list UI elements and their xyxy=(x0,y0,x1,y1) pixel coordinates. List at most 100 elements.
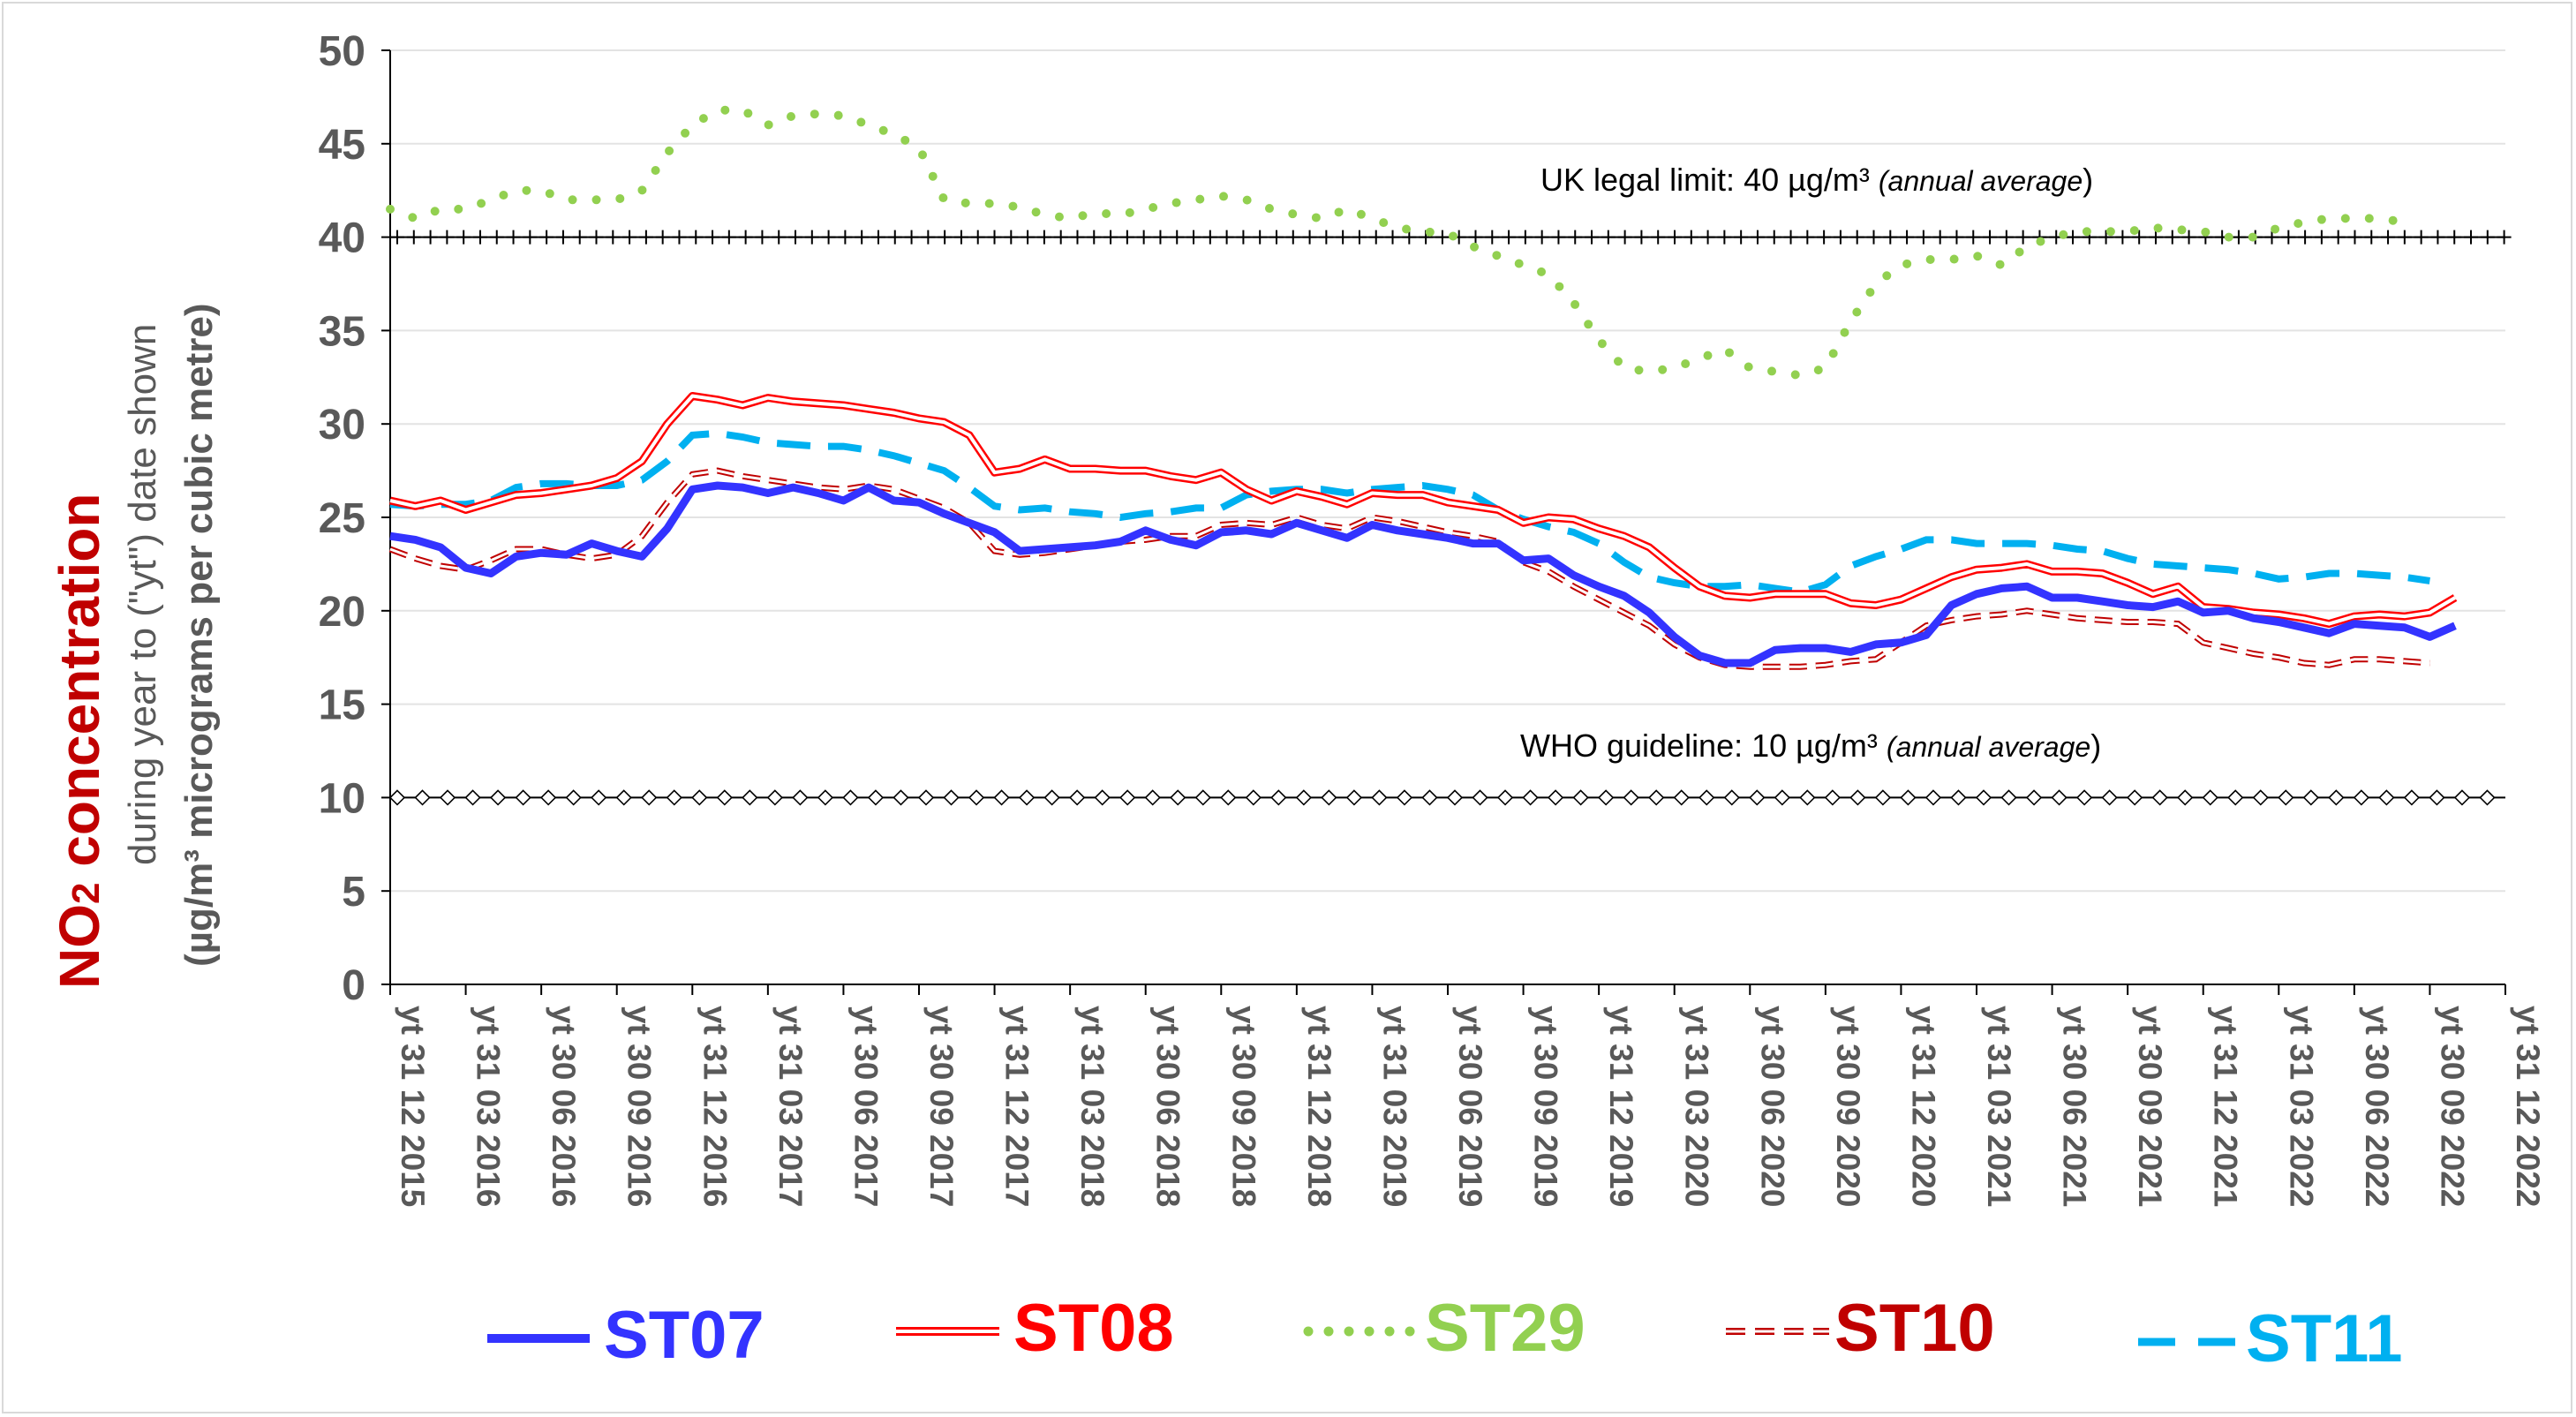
who-guideline-marker xyxy=(1194,789,1211,806)
uk-limit-marker xyxy=(1170,230,1185,245)
who-guideline-marker xyxy=(1673,789,1690,806)
who-guideline-marker xyxy=(414,789,431,806)
who-guideline-marker xyxy=(1547,789,1564,806)
who-guideline-marker xyxy=(2227,789,2244,806)
uk-limit-marker xyxy=(1435,230,1450,245)
uk-limit-marker xyxy=(1966,230,1981,245)
who-guideline-marker xyxy=(2127,789,2143,806)
who-guideline-marker xyxy=(893,789,909,806)
uk-limit-marker xyxy=(1601,230,1616,245)
x-tick-label: yt 30 09 2017 xyxy=(923,1006,960,1207)
uk-limit-marker xyxy=(1683,230,1699,245)
who-guideline-marker xyxy=(1950,789,1967,806)
who-guideline-marker xyxy=(1723,789,1740,806)
y-tick-label: 20 xyxy=(319,589,365,636)
y-tick-label: 0 xyxy=(342,962,365,1009)
who-guideline-marker xyxy=(968,789,985,806)
st10-line-inner xyxy=(389,469,2430,668)
who-guideline-marker xyxy=(1648,789,1665,806)
who-guideline-marker xyxy=(1245,789,1262,806)
uk-limit-marker xyxy=(638,230,653,245)
who-guideline-marker xyxy=(2177,789,2194,806)
limit-annotations: UK legal limit: 40 µg/m³ (annual average… xyxy=(1520,162,2101,764)
x-tick-label: yt 31 03 2016 xyxy=(471,1006,507,1207)
uk-limit-marker xyxy=(2314,230,2329,245)
uk-limit-marker xyxy=(1269,230,1284,245)
x-tick-label: yt 31 12 2020 xyxy=(1905,1006,1941,1207)
uk-limit-marker xyxy=(1551,230,1566,245)
x-tick-label: yt 31 12 2018 xyxy=(1301,1006,1337,1207)
uk-limit-marker xyxy=(1534,230,1549,245)
legend-st10-label: ST10 xyxy=(1834,1291,1995,1366)
who-guideline-marker xyxy=(2328,789,2345,806)
uk-limit-marker xyxy=(2281,230,2296,245)
who-guideline-marker xyxy=(2429,789,2445,806)
uk-limit-marker xyxy=(1518,230,1533,245)
x-tick-label: yt 30 09 2022 xyxy=(2434,1006,2470,1207)
who-guideline-marker xyxy=(1975,789,1992,806)
uk-limit-marker xyxy=(456,230,471,245)
uk-limit-marker xyxy=(1502,230,1517,245)
x-tick-label: yt 31 03 2020 xyxy=(1679,1006,1715,1207)
y-tick-label: 45 xyxy=(319,122,365,169)
who-guideline-marker xyxy=(2378,789,2395,806)
uk-limit-marker xyxy=(738,230,753,245)
uk-limit-marker xyxy=(2115,230,2130,245)
legend-st11-label: ST11 xyxy=(2246,1301,2402,1376)
st08-line-inner xyxy=(389,394,2457,626)
uk-limit-marker xyxy=(1700,230,1715,245)
axes xyxy=(381,49,2506,995)
uk-limit-marker xyxy=(555,230,570,245)
uk-limit-marker xyxy=(2264,230,2279,245)
who-guideline-marker xyxy=(1522,789,1539,806)
x-tick-label: yt 30 06 2020 xyxy=(1754,1006,1790,1207)
uk-limit-marker xyxy=(606,230,621,245)
uk-limit-marker xyxy=(1219,230,1234,245)
y-tick-label: 50 xyxy=(319,28,365,75)
uk-limit-marker xyxy=(953,230,968,245)
uk-limit-marker xyxy=(1849,230,1864,245)
who-guideline-marker xyxy=(515,789,531,806)
who-guideline-marker xyxy=(716,789,733,806)
who-guideline-marker xyxy=(943,789,960,806)
uk-limit-marker xyxy=(1004,230,1019,245)
uk-limit-marker xyxy=(1717,230,1732,245)
uk-limit-marker xyxy=(506,230,521,245)
series-lines xyxy=(386,105,2458,670)
x-tick-label: yt 30 09 2019 xyxy=(1528,1006,1564,1207)
who-guideline-marker xyxy=(1598,789,1615,806)
who-guideline-marker xyxy=(540,789,557,806)
uk-limit-marker xyxy=(1485,230,1500,245)
who-guideline-marker xyxy=(1900,789,1917,806)
who-guideline-marker xyxy=(2202,789,2218,806)
x-tick-label: yt 31 12 2019 xyxy=(1603,1006,1639,1207)
uk-limit-marker xyxy=(2430,230,2445,245)
uk-limit-marker xyxy=(390,230,404,245)
x-tick-label: yt 30 06 2018 xyxy=(1150,1006,1186,1207)
uk-limit-marker xyxy=(755,230,770,245)
uk-limit-marker xyxy=(2447,230,2462,245)
uk-limit-marker xyxy=(1585,230,1600,245)
uk-limit-marker xyxy=(1916,230,1931,245)
who-guideline-marker xyxy=(591,789,607,806)
who-guideline-marker xyxy=(2025,789,2043,806)
who-guideline-marker xyxy=(1371,789,1388,806)
uk-limit-marker xyxy=(572,230,587,245)
who-guideline-marker xyxy=(1220,789,1237,806)
uk-limit-marker xyxy=(1883,230,1898,245)
uk-limit-marker xyxy=(1817,230,1832,245)
uk-limit-label: UK legal limit: 40 µg/m³ (annual average… xyxy=(1540,162,2093,198)
who-guideline-marker xyxy=(2151,789,2168,806)
who-guideline-marker xyxy=(1270,789,1287,806)
x-tick-label: yt 30 09 2018 xyxy=(1225,1006,1262,1207)
x-tick-label: yt 31 03 2017 xyxy=(772,1006,809,1207)
uk-limit-marker xyxy=(2480,230,2495,245)
x-tick-labels: yt 31 12 2015 yt 31 03 2016 yt 30 06 2016 y… xyxy=(395,1006,2546,1207)
x-tick-label: yt 31 03 2022 xyxy=(2283,1006,2319,1207)
who-guideline-marker xyxy=(691,789,708,806)
uk-limit-marker xyxy=(1800,230,1815,245)
uk-limit-marker xyxy=(1253,230,1268,245)
uk-limit-marker xyxy=(1932,230,1947,245)
